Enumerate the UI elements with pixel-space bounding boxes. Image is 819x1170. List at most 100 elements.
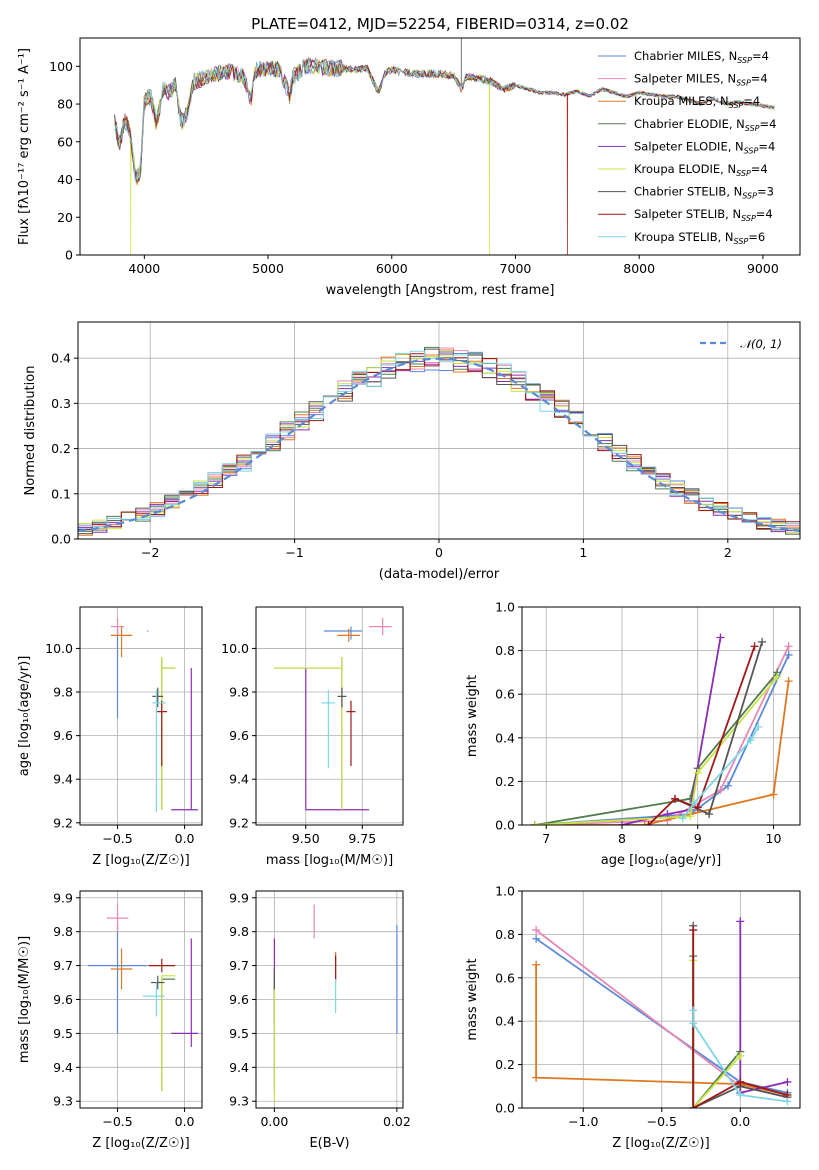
weight-marker (783, 1097, 792, 1106)
y-tick-label-7: 0.0 (495, 1101, 515, 1116)
x-tick-label-4: 9 (694, 831, 702, 846)
y-tick-label-2: 9.4 (53, 772, 73, 787)
x-tick-label-1: 0 (435, 545, 443, 560)
y-tick-label-7: 0.8 (495, 927, 515, 942)
weight-marker (705, 810, 714, 819)
legend-subscript: SSP (737, 56, 752, 65)
weight-marker (736, 1090, 745, 1099)
x-axis-label-5: Z [log₁₀(Z/Z☉)] (92, 1136, 189, 1151)
histogram-group (78, 346, 800, 536)
x-tick-label-4: 10 (766, 831, 782, 846)
legend-suffix: =3 (757, 185, 774, 199)
y-axis-label-2: age [log₁₀(age/yr)] (17, 656, 32, 777)
y-tick-label-2: 9.2 (53, 815, 73, 830)
weight-line-salpeter-elodie (621, 637, 722, 825)
x-tick-label-0: 6000 (376, 261, 408, 276)
weight-marker (671, 794, 680, 803)
weight-marker (689, 1019, 698, 1028)
y-tick-label-1: 0.3 (51, 396, 71, 411)
y-tick-label-2: 10.0 (45, 641, 73, 656)
x-tick-label-0: 5000 (252, 261, 284, 276)
x-axis-label-3: mass [log₁₀(M/M☉)] (266, 853, 393, 868)
legend-label: Kroupa MILES, N (634, 94, 729, 108)
weight-marker (689, 1006, 698, 1015)
y-tick-label-5: 9.9 (53, 890, 73, 905)
x-tick-label-5: 0.0 (175, 1114, 195, 1129)
weight-line-chabrier-miles (534, 654, 790, 825)
weight-marker (532, 1073, 541, 1082)
weight-marker (530, 821, 539, 825)
y-tick-label-0: 40 (57, 172, 73, 187)
y-tick-label-3: 9.4 (229, 772, 249, 787)
weight-marker (532, 926, 541, 935)
y-tick-label-6: 9.4 (229, 1060, 249, 1075)
weight-marker (784, 677, 793, 686)
x-tick-label-0: 8000 (623, 261, 655, 276)
spectrum-line-salpeter-stelib (114, 57, 775, 255)
weight-line-kroupa-stelib (692, 1010, 788, 1103)
legend-label: Kroupa STELIB, N (634, 230, 734, 244)
weight-line-salpeter-elodie (739, 921, 788, 1094)
weight-marker (644, 821, 653, 825)
y-tick-label-0: 0 (65, 248, 73, 263)
legend-label: Kroupa ELODIE, N (634, 162, 736, 176)
y-tick-label-6: 9.9 (229, 890, 249, 905)
y-tick-label-5: 9.5 (53, 1026, 73, 1041)
errorbar-group-2 (110, 617, 198, 812)
legend-suffix: =4 (760, 117, 777, 131)
y-tick-label-4: 0.6 (495, 687, 515, 702)
x-axis-label-0: wavelength [Angstrom, rest frame] (326, 283, 555, 298)
errorbar-group-3 (274, 617, 392, 811)
x-tick-label-3: 9.50 (292, 831, 320, 846)
legend-subscript: SSP (742, 192, 757, 201)
weight-marker (532, 934, 541, 943)
weight-marker (716, 786, 725, 795)
axes-frame-7 (521, 890, 801, 1109)
legend-entry-7: Salpeter STELIB, NSSP=4 (634, 207, 773, 223)
legend-label: Chabrier MILES, N (634, 49, 737, 63)
x-tick-label-0: 7000 (500, 261, 532, 276)
line-group-7 (532, 917, 792, 1108)
legend-entry-6: Chabrier STELIB, NSSP=3 (634, 185, 774, 201)
x-tick-label-2: 0.0 (175, 831, 195, 846)
y-tick-label-4: 0.4 (495, 730, 515, 745)
legend-entry-4: Salpeter ELODIE, NSSP=4 (634, 139, 775, 155)
legend-label: Salpeter ELODIE, N (634, 139, 744, 153)
histogram-step-kroupa-stelib (78, 350, 800, 529)
legend-label: Salpeter STELIB, N (634, 207, 741, 221)
y-axis-label-1: Normed distribution (23, 366, 38, 496)
y-axis-label-0: Flux [fλ10⁻¹⁷ erg cm⁻² s⁻¹ A⁻¹] (17, 48, 32, 245)
y-tick-label-5: 9.3 (53, 1094, 73, 1109)
x-tick-label-4: 8 (618, 831, 626, 846)
y-tick-label-1: 0.4 (51, 351, 71, 366)
legend-entry-gaussian: 𝒩(0, 1) (740, 337, 782, 351)
legend-entry-0: Chabrier MILES, NSSP=4 (634, 49, 769, 65)
y-tick-label-4: 0.8 (495, 643, 515, 658)
gaussian-curve (78, 357, 800, 533)
axes-frame-5 (79, 890, 203, 1109)
axes-frame-6 (255, 890, 404, 1109)
y-tick-label-3: 9.6 (229, 728, 249, 743)
weight-line-kroupa-miles (535, 964, 788, 1096)
legend-suffix: =4 (758, 139, 775, 153)
y-tick-label-2: 9.8 (53, 685, 73, 700)
x-tick-label-0: 4000 (128, 261, 160, 276)
y-tick-label-5: 9.8 (53, 924, 73, 939)
weight-marker (689, 799, 698, 808)
axes-frame-0 (79, 37, 801, 256)
legend-subscript: SSP (745, 124, 760, 133)
spectrum-line-kroupa-elodie (114, 58, 775, 255)
legend-suffix: =4 (751, 72, 768, 86)
weight-marker (784, 650, 793, 659)
y-tick-label-6: 9.3 (229, 1094, 249, 1109)
x-tick-label-1: −1 (285, 545, 303, 560)
axes-frame-1 (77, 321, 801, 540)
y-tick-label-5: 9.7 (53, 958, 73, 973)
spectrum-line-kroupa-stelib (114, 58, 775, 183)
legend-suffix: =4 (752, 49, 769, 63)
histogram-step-salpeter-stelib (78, 353, 800, 531)
y-tick-label-1: 0.0 (51, 532, 71, 547)
weight-marker (724, 781, 733, 790)
legend-entry-1: Salpeter MILES, NSSP=4 (634, 72, 768, 88)
